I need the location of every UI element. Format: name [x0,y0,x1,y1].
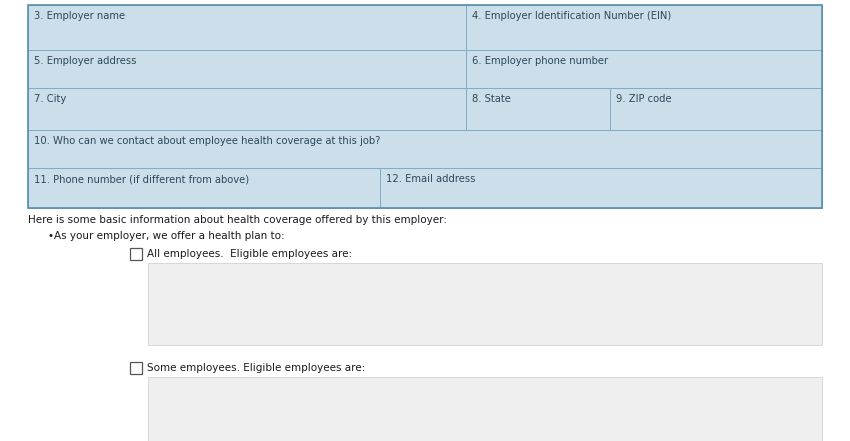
Bar [130,248,142,260]
Bar [466,88,610,130]
Bar [28,130,822,168]
Bar [28,5,822,208]
Text: Some employees. Eligible employees are:: Some employees. Eligible employees are: [147,363,366,373]
Text: 3. Employer name: 3. Employer name [34,11,125,21]
Bar [28,168,380,208]
Text: 12. Email address: 12. Email address [386,174,475,184]
Text: 10. Who can we contact about employee health coverage at this job?: 10. Who can we contact about employee he… [34,136,380,146]
Text: 5. Employer address: 5. Employer address [34,56,136,66]
Text: Here is some basic information about health coverage offered by this employer:: Here is some basic information about hea… [28,215,447,225]
Text: •As your employer, we offer a health plan to:: •As your employer, we offer a health pla… [48,231,285,241]
Bar [148,263,822,345]
Bar [28,88,466,130]
Bar [380,168,822,208]
Text: 4. Employer Identification Number (EIN): 4. Employer Identification Number (EIN) [472,11,672,21]
Text: 11. Phone number (if different from above): 11. Phone number (if different from abov… [34,174,249,184]
Text: 8. State: 8. State [472,94,511,104]
Bar [130,362,142,374]
Bar [610,88,822,130]
Text: 7. City: 7. City [34,94,66,104]
Text: All employees.  Eligible employees are:: All employees. Eligible employees are: [147,249,352,259]
Bar [466,50,822,88]
Bar [28,5,466,50]
Bar [466,5,822,50]
Text: 9. ZIP code: 9. ZIP code [616,94,672,104]
Bar [148,377,822,441]
Bar [28,50,466,88]
Text: 6. Employer phone number: 6. Employer phone number [472,56,608,66]
